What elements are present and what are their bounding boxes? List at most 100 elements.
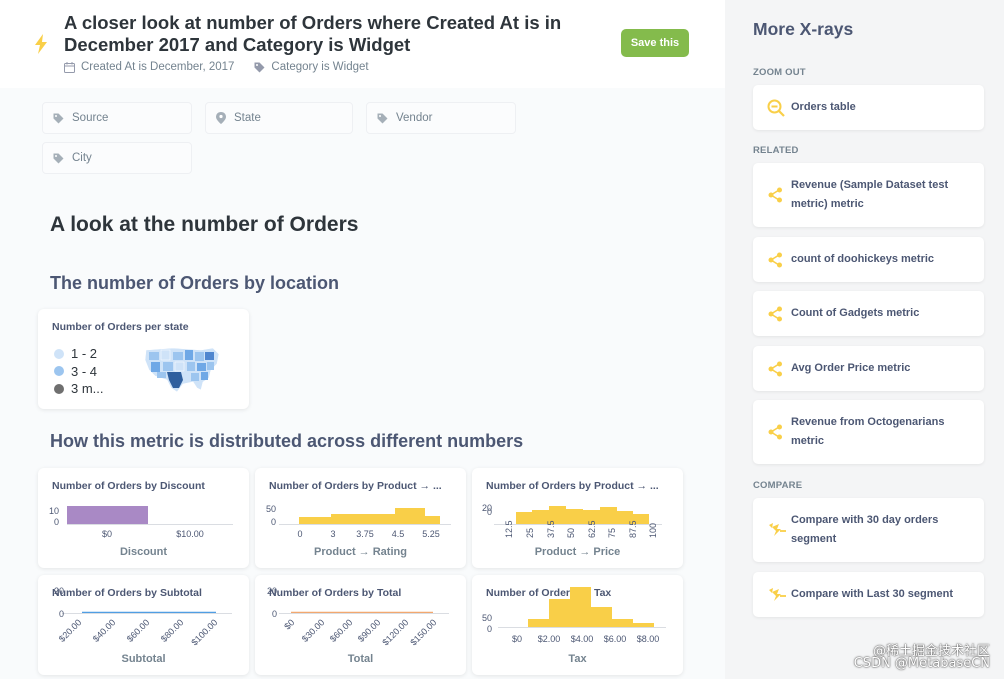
chart-card-total[interactable]: Number of Orders by Total 20 0 $0 $30.00… [255, 575, 466, 675]
location-pin-icon [216, 112, 226, 124]
page-title: A closer look at number of Orders where … [64, 12, 562, 55]
xray-link-related[interactable]: Avg Order Price metric [753, 346, 984, 391]
x-tick-label: $150.00 [408, 617, 438, 647]
x-tick-label: 50 [566, 528, 576, 538]
y-tick-label: 50 [482, 613, 492, 623]
xray-link-orders-table[interactable]: Orders table [753, 85, 984, 130]
save-button[interactable]: Save this [621, 29, 689, 57]
tag-icon [53, 113, 64, 123]
filter-source[interactable]: Source [42, 102, 192, 134]
bar [67, 506, 148, 524]
tag-icon [53, 153, 64, 163]
share-icon [768, 424, 782, 440]
crumb-label: Category is Widget [271, 61, 369, 73]
y-tick-label: 0 [272, 609, 277, 619]
compare-icon [769, 587, 786, 601]
x-tick-label: 37.5 [546, 520, 556, 538]
xray-link-label: Revenue (Sample Dataset test metric) met… [791, 179, 949, 210]
crumb-label: Created At is December, 2017 [81, 61, 235, 73]
xray-link-related[interactable]: count of doohickeys metric [753, 237, 984, 282]
xray-link-label: Count of Gadgets metric [791, 307, 920, 319]
xray-link-compare[interactable]: Compare with Last 30 segment [753, 572, 984, 617]
compare-icon [769, 523, 786, 536]
bar [583, 510, 600, 524]
section-label-zoom-out: ZOOM OUT [753, 67, 806, 78]
bar [528, 619, 549, 627]
share-icon [768, 252, 782, 267]
y-tick-label: 0 [487, 624, 492, 634]
xray-header: A closer look at number of Orders where … [0, 0, 725, 88]
bar [617, 511, 633, 524]
card-title: Number of Orders by Subtotal [52, 587, 202, 599]
map-legend: 1 - 2 3 - 4 3 m... [54, 345, 104, 398]
crumb-category[interactable]: Category is Widget [254, 61, 369, 73]
xray-link-label: count of doohickeys metric [791, 253, 935, 265]
section-label-related: RELATED [753, 145, 799, 156]
xray-link-related[interactable]: Revenue from Octogenarians metric [753, 400, 984, 464]
section-heading-location: The number of Orders by location [50, 273, 340, 293]
card-title: Number of Orders by Total [269, 587, 402, 599]
bar [516, 512, 532, 524]
price-chart: 20 0 12.5 25 37.5 50 62.5 75 87.5 100 [482, 503, 662, 538]
legend-label: 1 - 2 [71, 346, 98, 362]
us-state-map[interactable] [143, 344, 223, 394]
bar [570, 587, 591, 627]
discount-chart: 10 0 $0 $10.00 [49, 506, 233, 539]
filter-city[interactable]: City [42, 142, 192, 174]
rating-chart: 50 0 0 3 3.75 4.5 5.25 [266, 504, 451, 539]
chart-card-rating[interactable]: Number of Orders by Product → ... 50 0 0… [255, 468, 466, 568]
xray-link-related[interactable]: Count of Gadgets metric [753, 291, 984, 336]
y-tick-label: 20 [482, 503, 492, 513]
bar [549, 506, 566, 524]
bar [591, 607, 612, 627]
x-tick-label: $0 [282, 617, 296, 631]
share-icon [768, 306, 782, 321]
filter-label: City [72, 152, 92, 164]
chart-card-price[interactable]: Number of Orders by Product → ... 20 0 1… [472, 468, 683, 568]
filter-label: State [234, 112, 261, 124]
x-tick-label: $8.00 [637, 634, 660, 644]
more-xrays-sidebar: More X-rays ZOOM OUT Orders table RELATE… [725, 0, 1004, 679]
x-tick-label: 12.5 [504, 520, 514, 538]
filter-vendor[interactable]: Vendor [366, 102, 516, 134]
x-tick-label: $80.00 [159, 617, 186, 644]
xray-link-label: Orders table [791, 101, 856, 113]
filter-state[interactable]: State [205, 102, 353, 134]
x-axis-title: Total [347, 653, 374, 665]
section-heading-distribution: How this metric is distributed across di… [50, 431, 524, 451]
bar [633, 514, 649, 524]
legend-item: 1 - 2 [54, 345, 104, 363]
xray-link-label: Revenue from Octogenarians metric [791, 416, 945, 447]
crumb-created-at[interactable]: Created At is December, 2017 [64, 61, 234, 73]
x-tick-label: $40.00 [91, 617, 118, 644]
card-title: Number of Orders by Product → ... [486, 480, 659, 492]
bar [549, 599, 570, 627]
xray-link-related[interactable]: Revenue (Sample Dataset test metric) met… [753, 163, 984, 227]
filter-label: Source [72, 112, 109, 124]
x-tick-label: 4.5 [392, 529, 405, 539]
chart-card-tax[interactable]: Number of Orders by Tax 50 0 $0 $2.00 $4… [472, 575, 683, 675]
bar [425, 516, 440, 524]
y-tick-label: 0 [487, 507, 492, 517]
bar [395, 508, 425, 524]
chart-card-subtotal[interactable]: Number of Orders by Subtotal 20 0 $20.00… [38, 575, 249, 675]
legend-label: 3 - 4 [71, 363, 98, 379]
sidebar-title: More X-rays [753, 19, 854, 39]
y-tick-label: 10 [49, 506, 59, 516]
x-tick-label: 87.5 [628, 520, 638, 538]
x-tick-label: $10.00 [176, 529, 204, 539]
xray-link-compare[interactable]: Compare with 30 day orders segment [753, 498, 984, 562]
bolt-icon [35, 34, 47, 54]
x-tick-label: 75 [607, 528, 617, 538]
x-tick-label: $60.00 [125, 617, 152, 644]
legend-swatch [54, 383, 64, 394]
x-tick-label: $6.00 [604, 634, 627, 644]
x-tick-label: 3.75 [356, 529, 374, 539]
legend-item: 3 m... [54, 380, 104, 398]
dashboard-heading: A look at the number of Orders [50, 213, 359, 236]
chart-card-discount[interactable]: Number of Orders by Discount 10 0 $0 $10… [38, 468, 249, 568]
x-tick-label: $120.00 [380, 617, 410, 647]
x-tick-label: 0 [297, 529, 302, 539]
bar [566, 509, 583, 524]
card-title: Number of Orders by Product → ... [269, 480, 442, 492]
